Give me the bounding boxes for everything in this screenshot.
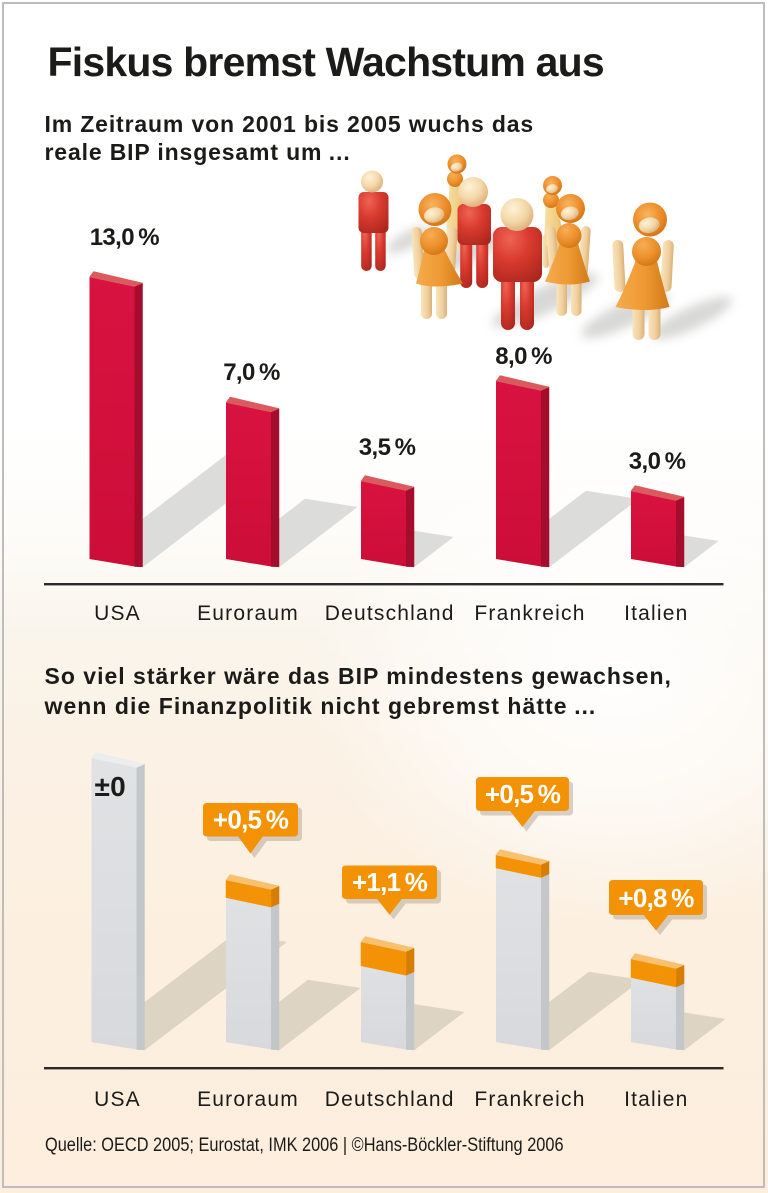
svg-text:+0,5 %: +0,5 % bbox=[213, 805, 289, 835]
svg-text:+0,5 %: +0,5 % bbox=[485, 779, 561, 809]
svg-text:+0,8 %: +0,8 % bbox=[618, 883, 694, 913]
svg-text:+1,1 %: +1,1 % bbox=[352, 867, 428, 897]
